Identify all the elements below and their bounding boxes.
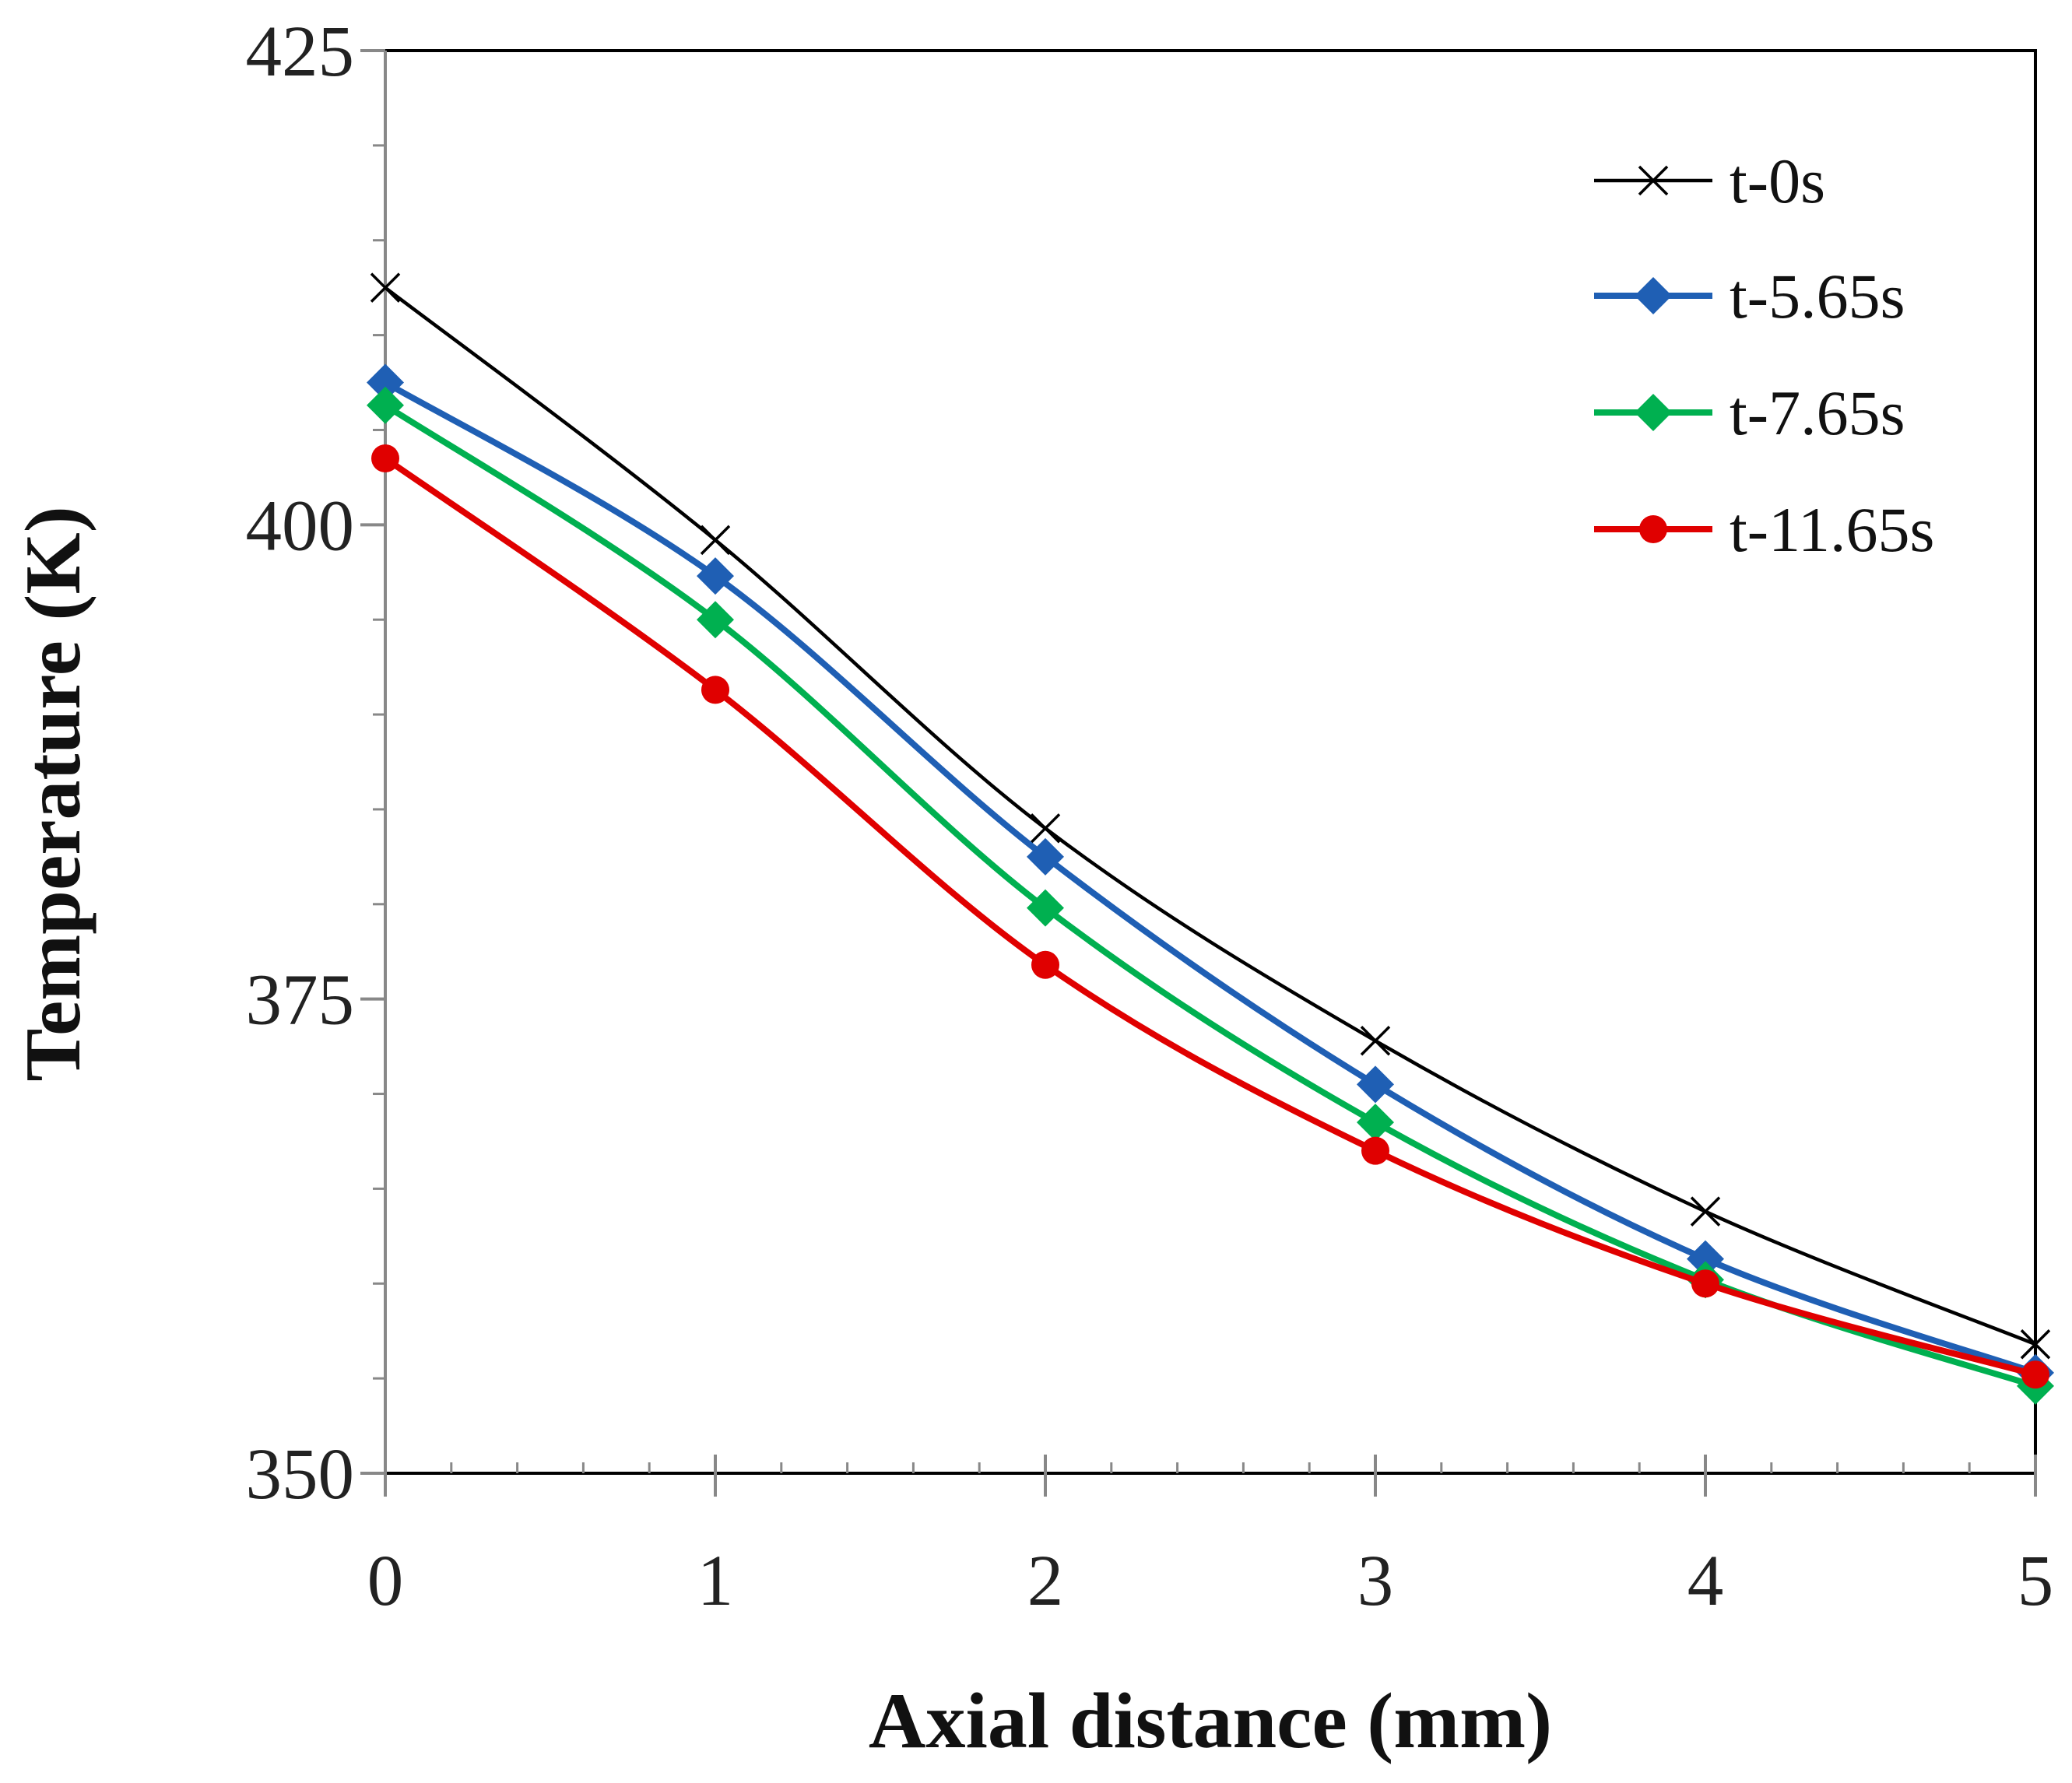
data-point	[370, 272, 401, 303]
legend-label: t-7.65s	[1730, 377, 1905, 448]
legend-label: t-0s	[1730, 146, 1825, 216]
data-point	[1690, 1196, 1721, 1227]
data-point	[2020, 1329, 2051, 1360]
legend-item: t-11.65s	[1594, 494, 1934, 565]
legend-marker	[1638, 165, 1669, 196]
legend-marker	[1639, 515, 1667, 543]
data-point	[1357, 1065, 1394, 1104]
x-tick-label: 5	[2018, 1541, 2054, 1621]
x-tick-label: 0	[367, 1541, 404, 1621]
legend-label: t-11.65s	[1730, 494, 1934, 565]
x-tick-label: 1	[697, 1541, 734, 1621]
data-point	[371, 444, 399, 473]
legend-item: t-0s	[1594, 146, 1825, 216]
x-axis-title: Axial distance (mm)	[869, 1677, 1552, 1765]
series-t-0s	[370, 272, 2051, 1360]
tick-labels: 350 375 400 425 0 1 2 3 4 5	[246, 12, 2054, 1621]
legend-item: t-5.65s	[1594, 261, 1905, 332]
x-tick-label: 2	[1027, 1541, 1064, 1621]
x-tick-label: 4	[1687, 1541, 1724, 1621]
series-layer	[367, 272, 2054, 1405]
axis-ticks	[360, 49, 2037, 1497]
series-line	[383, 380, 2037, 1376]
series-line	[384, 286, 2036, 1346]
y-tick-label: 350	[246, 1434, 355, 1514]
series-line	[383, 455, 2037, 1378]
legend: t-0s t-5.65s t-7.65s t-11.65s	[1594, 146, 1934, 565]
data-point	[367, 363, 404, 402]
data-point	[701, 676, 729, 704]
data-point	[697, 557, 734, 595]
data-point	[700, 525, 731, 556]
data-point	[1357, 1104, 1394, 1142]
data-point	[2021, 1360, 2049, 1389]
series-t-11.65s	[371, 444, 2049, 1389]
data-point	[1687, 1240, 1724, 1278]
y-tick-label: 425	[246, 12, 355, 92]
data-point	[1360, 1026, 1391, 1056]
x-tick-label: 3	[1357, 1541, 1394, 1621]
legend-marker	[1635, 277, 1672, 314]
y-tick-label: 400	[246, 486, 355, 566]
data-point	[1691, 1269, 1719, 1298]
data-point	[1027, 837, 1064, 876]
data-point	[1027, 889, 1064, 927]
legend-marker	[1635, 394, 1672, 431]
y-tick-label: 375	[246, 960, 355, 1041]
legend-item: t-7.65s	[1594, 377, 1905, 448]
data-point	[1031, 950, 1059, 979]
legend-label: t-5.65s	[1730, 261, 1905, 332]
data-point	[1030, 813, 1061, 844]
y-axis-title: Temperature (K)	[9, 506, 97, 1081]
data-point	[1361, 1136, 1389, 1165]
data-point	[367, 386, 404, 424]
data-point	[697, 601, 734, 639]
